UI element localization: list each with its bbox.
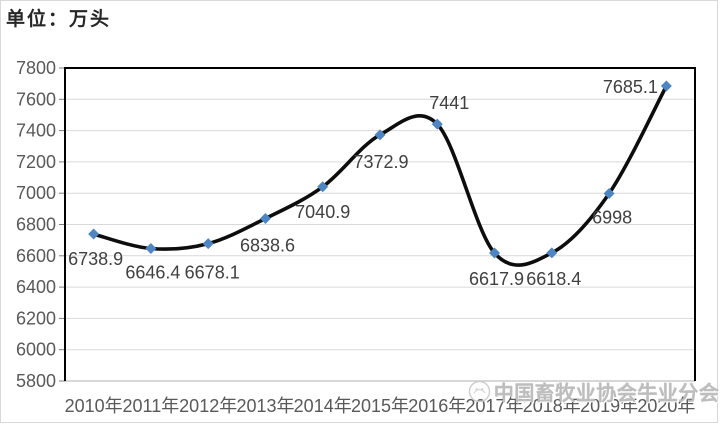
x-axis-label: 2020年	[637, 396, 695, 416]
data-point-marker	[317, 181, 329, 193]
data-point-label: 6678.1	[185, 263, 240, 283]
data-point-label: 6998	[592, 208, 632, 228]
x-axis-label: 2016年	[408, 396, 466, 416]
y-axis-label: 7600	[16, 89, 56, 109]
x-axis-label: 2019年	[580, 396, 638, 416]
data-point-marker	[145, 243, 157, 255]
x-axis-label: 2015年	[351, 396, 409, 416]
data-point-marker	[660, 80, 672, 92]
data-point-marker	[546, 247, 558, 259]
data-line	[91, 84, 669, 267]
data-point-marker	[88, 228, 100, 240]
y-axis-label: 6200	[16, 308, 56, 328]
data-point-marker	[202, 238, 214, 250]
y-axis-label: 7400	[16, 121, 56, 141]
y-axis-label: 7200	[16, 152, 56, 172]
data-point-marker	[431, 118, 443, 130]
x-axis-label: 2011年	[123, 396, 180, 416]
data-point-label: 6838.6	[240, 236, 295, 256]
y-axis-label: 6000	[16, 340, 56, 360]
data-point-label: 6618.4	[526, 269, 581, 289]
data-point-label: 6738.9	[68, 249, 123, 269]
plot-border	[64, 67, 696, 381]
y-axis-label: 7000	[16, 183, 56, 203]
x-axis-label: 2010年	[65, 396, 123, 416]
x-axis-label: 2014年	[294, 396, 352, 416]
data-point-label: 7441	[429, 93, 469, 113]
data-point-label: 7040.9	[295, 202, 350, 222]
data-point-marker	[259, 212, 271, 224]
data-point-label: 7685.1	[603, 77, 658, 97]
y-axis-label: 6600	[16, 246, 56, 266]
data-point-label: 7372.9	[353, 152, 408, 172]
y-axis-label: 6400	[16, 277, 56, 297]
data-point-marker	[489, 247, 501, 259]
data-point-label: 6617.9	[469, 269, 524, 289]
data-point-label: 6646.4	[125, 263, 180, 283]
x-axis-label: 2013年	[236, 396, 294, 416]
y-axis-label: 5800	[16, 371, 56, 391]
unit-label: 单位：万头	[6, 9, 112, 30]
data-point-marker	[603, 188, 615, 200]
data-point-marker	[374, 129, 386, 141]
x-axis-label: 2018年	[523, 396, 581, 416]
x-axis-label: 2017年	[465, 396, 523, 416]
x-axis-label: 2012年	[179, 396, 237, 416]
y-axis-label: 7800	[16, 58, 56, 78]
y-axis-label: 6800	[16, 215, 56, 235]
